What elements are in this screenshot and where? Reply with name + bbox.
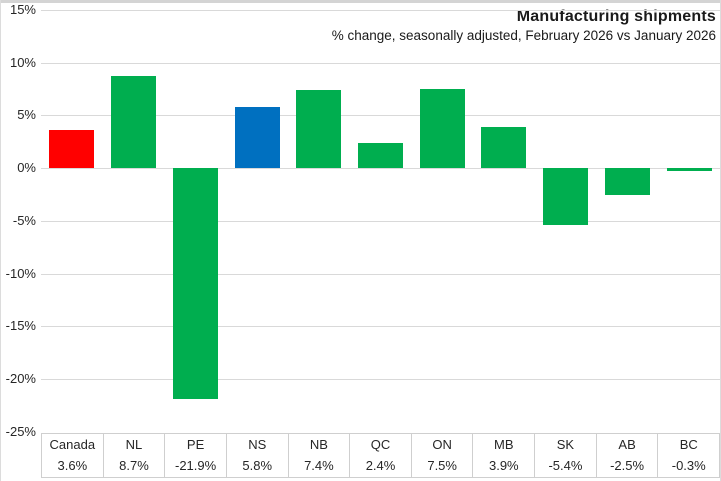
gridline: [41, 220, 720, 222]
bar-nb: [296, 90, 342, 169]
bar-canada: [49, 130, 95, 169]
y-axis-tick-label: 5%: [17, 107, 36, 123]
data-table-column-ab: AB -2.5%: [597, 434, 659, 477]
bar-ns: [234, 107, 280, 169]
category-label: Canada: [49, 437, 96, 452]
gridline: [41, 273, 720, 275]
gridline: [41, 326, 720, 328]
bar-sk: [543, 168, 589, 226]
value-label: -0.3%: [671, 458, 706, 473]
data-table-column-bc: BC -0.3%: [658, 434, 721, 477]
value-label: 3.9%: [488, 458, 519, 473]
y-axis-tick-label: -20%: [5, 371, 36, 387]
data-table-column-nb: NB 7.4%: [289, 434, 351, 477]
gridline: [41, 10, 720, 11]
bar-bc: [666, 168, 712, 172]
category-label: PE: [186, 437, 205, 452]
data-table: Canada 3.6% NL 8.7% PE -21.9% NS 5.8% NB 7.4% QC 2.…: [41, 433, 721, 478]
category-label: QC: [370, 437, 391, 452]
gridline: [41, 115, 720, 117]
category-label: BC: [679, 437, 698, 452]
bar-ab: [604, 168, 650, 195]
y-axis-tick-label: -5%: [12, 212, 36, 228]
y-axis-tick-label: -15%: [5, 318, 36, 334]
data-table-column-on: ON 7.5%: [412, 434, 474, 477]
top-edge-border: [0, 0, 721, 3]
category-label: NL: [125, 437, 143, 452]
value-label: 5.8%: [242, 458, 273, 473]
category-label: ON: [432, 437, 452, 452]
value-label: 8.7%: [119, 458, 149, 473]
data-table-column-canada: Canada 3.6%: [42, 434, 104, 477]
data-table-column-mb: MB 3.9%: [473, 434, 536, 477]
chart-title: Manufacturing shipments: [516, 8, 716, 25]
value-label: 2.4%: [365, 458, 396, 473]
data-table-column-sk: SK -5.4%: [535, 434, 597, 477]
y-axis-tick-label: -10%: [5, 265, 36, 281]
y-axis-tick-label: 10%: [9, 54, 36, 70]
value-label: -21.9%: [175, 458, 217, 473]
bar-nl: [111, 76, 157, 169]
bar-mb: [481, 127, 527, 169]
zero-gridline: [41, 168, 720, 170]
value-label: 7.4%: [304, 458, 334, 473]
y-axis-tick-label: -25%: [5, 423, 36, 439]
category-label: AB: [618, 437, 636, 452]
bar-on: [419, 89, 465, 169]
category-label: NS: [248, 437, 267, 452]
value-label: 7.5%: [427, 458, 457, 473]
value-label: 3.6%: [57, 458, 88, 473]
y-axis-tick-label: 15%: [9, 2, 36, 17]
bar-pe: [172, 168, 218, 400]
value-label: -2.5%: [610, 458, 645, 473]
chart-subtitle: % change, seasonally adjusted, February …: [331, 28, 716, 43]
left-edge-border: [0, 0, 1, 481]
gridline: [41, 379, 720, 381]
data-table-column-qc: QC 2.4%: [350, 434, 412, 477]
bar-qc: [358, 142, 403, 169]
data-table-column-pe: PE -21.9%: [165, 434, 227, 477]
data-table-column-ns: NS 5.8%: [227, 434, 289, 477]
y-axis-tick-label: 0%: [17, 160, 36, 176]
category-label: MB: [494, 437, 514, 452]
gridline: [41, 62, 720, 64]
category-label: SK: [556, 437, 575, 452]
data-table-column-nl: NL 8.7%: [104, 434, 166, 477]
value-label: -5.4%: [548, 458, 583, 473]
chart-header: Manufacturing shipments % change, season…: [332, 7, 716, 45]
category-label: NB: [309, 437, 328, 452]
